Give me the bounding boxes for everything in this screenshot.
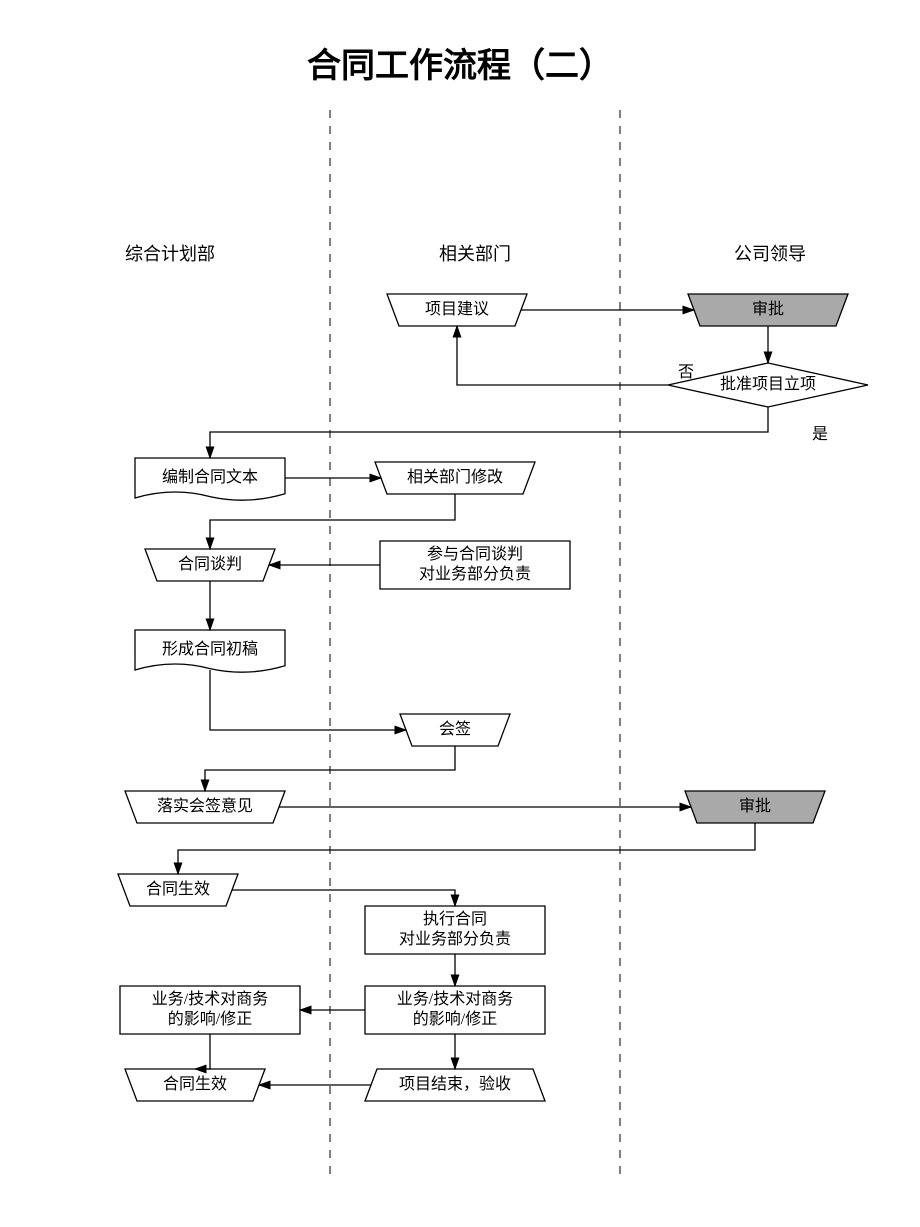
- flow-node-label: 合同生效: [118, 874, 238, 906]
- lane-label: 相关部门: [395, 240, 555, 266]
- flowchart-svg: [0, 0, 920, 1227]
- flow-node-label: 形成合同初稿: [135, 630, 285, 670]
- flow-edge-label: 否: [678, 358, 694, 382]
- flow-edge-label: 是: [812, 420, 828, 444]
- flow-node-label: 相关部门修改: [375, 462, 535, 494]
- flow-node-label: 业务/技术对商务 的影响/修正: [120, 986, 300, 1034]
- flow-node-label: 执行合同 对业务部分负责: [365, 906, 545, 954]
- flow-node-label: 项目建议: [387, 294, 527, 326]
- flow-node-label: 审批: [685, 791, 825, 823]
- flow-edge: [178, 823, 755, 874]
- flow-node-label: 业务/技术对商务 的影响/修正: [365, 986, 545, 1034]
- flow-node-label: 合同生效: [125, 1069, 265, 1101]
- flow-node-label: 合同谈判: [145, 549, 275, 581]
- flow-edge: [457, 326, 668, 385]
- flow-edge: [210, 407, 768, 458]
- flow-node-label: 参与合同谈判 对业务部分负责: [380, 541, 570, 589]
- lane-label: 综合计划部: [90, 240, 250, 266]
- flow-node-label: 会签: [400, 714, 510, 746]
- flow-node-label: 审批: [688, 294, 848, 326]
- flow-edge: [195, 1034, 210, 1069]
- flowchart-canvas: 合同工作流程（二） 综合计划部相关部门公司领导项目建议审批批准项目立项编制合同文…: [0, 0, 920, 1227]
- flow-node-label: 落实会签意见: [125, 791, 285, 823]
- flow-edge: [210, 670, 406, 730]
- flow-node-label: 项目结束，验收: [365, 1069, 545, 1101]
- flow-edge: [232, 890, 455, 906]
- lane-label: 公司领导: [690, 240, 850, 266]
- flow-node-label: 批准项目立项: [668, 363, 868, 407]
- flow-node-label: 编制合同文本: [135, 458, 285, 498]
